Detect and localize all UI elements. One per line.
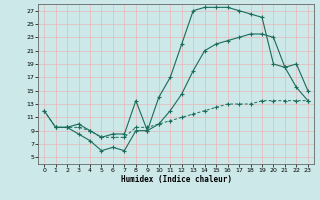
X-axis label: Humidex (Indice chaleur): Humidex (Indice chaleur) xyxy=(121,175,231,184)
